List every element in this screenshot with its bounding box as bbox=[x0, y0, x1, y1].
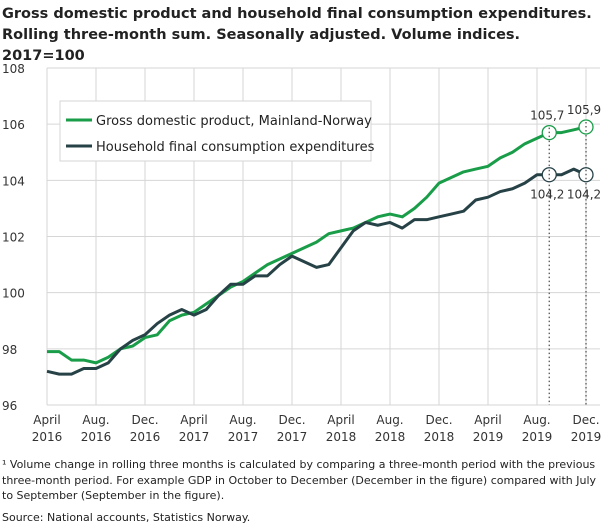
x-tick-label: 2018 bbox=[375, 430, 406, 444]
x-tick-label: Aug. bbox=[523, 413, 550, 427]
footnote: ¹ Volume change in rolling three months … bbox=[2, 458, 597, 502]
x-tick-label: Aug. bbox=[229, 413, 256, 427]
data-label: 105,7 bbox=[530, 109, 564, 123]
x-tick-label: 2018 bbox=[424, 430, 455, 444]
x-tick-label: 2017 bbox=[277, 430, 308, 444]
x-tick-label: 2019 bbox=[522, 430, 553, 444]
x-tick-label: 2016 bbox=[81, 430, 112, 444]
y-tick-label: 96 bbox=[2, 399, 17, 413]
x-tick-label: April bbox=[327, 413, 354, 427]
chart-title: Gross domestic product and household fin… bbox=[2, 6, 592, 64]
y-tick-label: 102 bbox=[2, 231, 25, 245]
x-tick-label: 2016 bbox=[130, 430, 161, 444]
x-tick-label: April bbox=[180, 413, 207, 427]
x-tick-label: 2017 bbox=[179, 430, 210, 444]
x-tick-label: Aug. bbox=[82, 413, 109, 427]
legend-label: Gross domestic product, Mainland-Norway bbox=[96, 114, 372, 129]
y-tick-label: 108 bbox=[2, 62, 25, 76]
x-tick-label: Dec. bbox=[425, 413, 452, 427]
x-tick-label: Aug. bbox=[376, 413, 403, 427]
data-label: 104,2 bbox=[530, 188, 564, 202]
x-tick-label: 2016 bbox=[32, 430, 63, 444]
y-tick-label: 98 bbox=[2, 343, 17, 357]
data-label: 104,2 bbox=[567, 188, 601, 202]
source-note: Source: National accounts, Statistics No… bbox=[2, 511, 251, 524]
series-line-gdp bbox=[47, 125, 587, 365]
legend: Gross domestic product, Mainland-Norway H… bbox=[59, 100, 375, 162]
x-tick-label: April bbox=[33, 413, 60, 427]
x-tick-label: Dec. bbox=[131, 413, 158, 427]
x-tick-label: Dec. bbox=[278, 413, 305, 427]
y-tick-label: 100 bbox=[2, 287, 25, 301]
data-label: 105,9 bbox=[567, 103, 601, 117]
x-tick-label: Dec. bbox=[572, 413, 599, 427]
series-line-household bbox=[46, 167, 587, 376]
y-tick-label: 106 bbox=[2, 118, 25, 132]
legend-box bbox=[59, 100, 372, 162]
x-tick-label: 2017 bbox=[228, 430, 259, 444]
x-tick-label: 2018 bbox=[326, 430, 357, 444]
x-tick-label: 2019 bbox=[571, 430, 602, 444]
x-tick-label: 2019 bbox=[473, 430, 504, 444]
y-tick-label: 104 bbox=[2, 174, 25, 188]
x-tick-label: April bbox=[474, 413, 501, 427]
legend-label: Household final consumption expenditures bbox=[96, 140, 375, 155]
